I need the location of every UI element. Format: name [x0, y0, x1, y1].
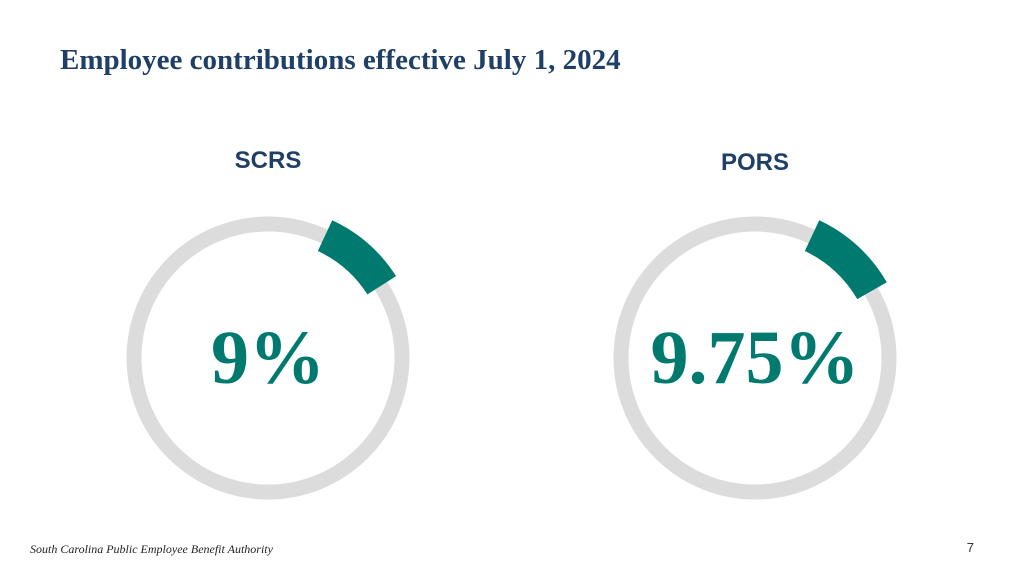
scrs-ring-track — [126, 216, 410, 500]
pors-ring-track — [613, 216, 897, 500]
pors-gauge: 9.75% — [613, 216, 897, 500]
pors-ring-segment — [804, 220, 887, 300]
page-number: 7 — [966, 540, 974, 555]
scrs-gauge: 9% — [126, 216, 410, 500]
scrs-ring-segment — [317, 220, 397, 295]
pors-chart-title: PORS — [720, 149, 789, 176]
scrs-value-label: 9% — [211, 316, 325, 400]
page-title: Employee contributions effective July 1,… — [60, 44, 621, 76]
scrs-chart-title: SCRS — [234, 147, 302, 174]
pors-value-label: 9.75% — [651, 316, 860, 400]
footer-organization: South Carolina Public Employee Benefit A… — [30, 542, 273, 556]
